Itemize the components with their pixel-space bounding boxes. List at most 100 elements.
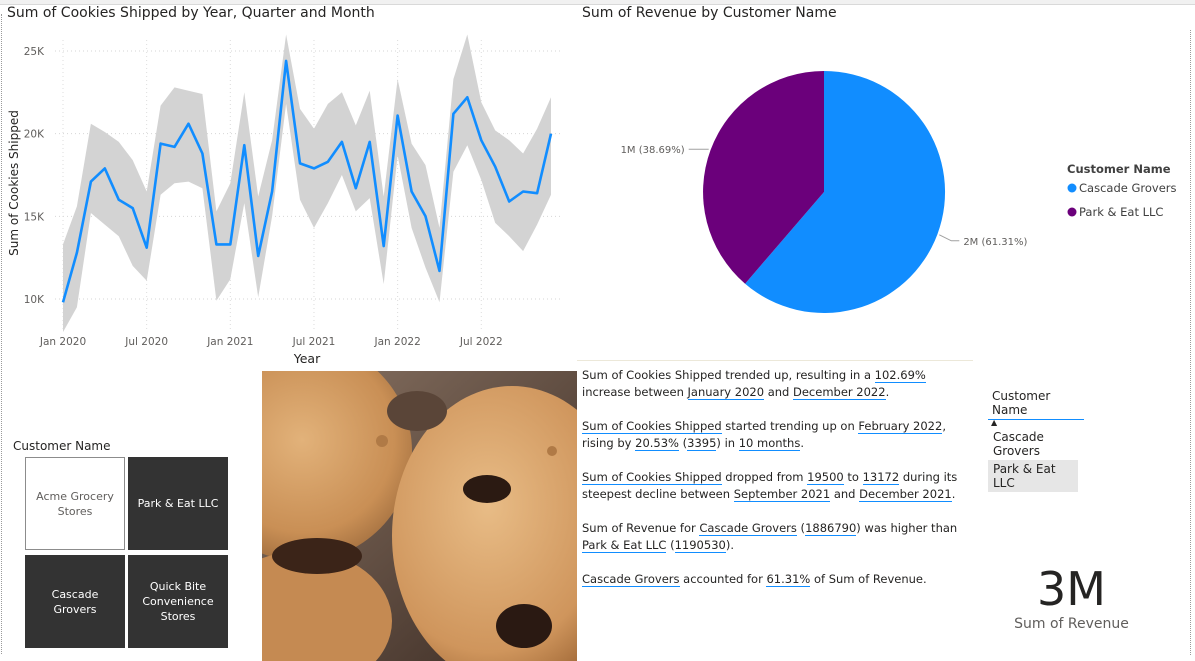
tile-acme-grocery-stores[interactable]: Acme Grocery Stores — [25, 457, 125, 550]
y-tick-label: 25K — [24, 46, 45, 58]
line-chart-svg: 25K 20K 15K 10K Jan 2020 Jul 2020 Jan 2021 Jul… — [7, 34, 560, 366]
tile-label: Quick Bite Convenience Stores — [142, 580, 214, 623]
text: ( — [666, 538, 675, 552]
value-duration: 10 months — [738, 436, 801, 451]
series-line-cookies-shipped — [61, 59, 553, 303]
tile-label: Cascade Grovers — [51, 587, 99, 616]
text: Sum of Revenue for — [582, 521, 700, 535]
pie-slice-park-eat-llc[interactable] — [703, 71, 824, 284]
legend-title: Customer Name — [1067, 162, 1171, 176]
text: started trending up on — [721, 419, 859, 433]
value-increase-percent: 102.69% — [874, 368, 926, 383]
narrative-paragraph-2: Sum of Cookies Shipped started trending … — [582, 418, 977, 452]
narrative-paragraph-1: Sum of Cookies Shipped trended up, resul… — [582, 367, 977, 401]
list-slicer-header[interactable]: Customer Name — [988, 389, 1084, 420]
top-divider — [0, 0, 1195, 5]
value-amount: 3395 — [687, 436, 717, 451]
line-chart-title: Sum of Cookies Shipped by Year, Quarter … — [7, 5, 375, 21]
text: and — [830, 487, 860, 501]
text: increase between — [582, 385, 688, 399]
list-slicer-header-label: Customer Name — [992, 389, 1051, 417]
y-tick-label: 10K — [24, 294, 45, 306]
value-end-date: December 2021 — [859, 487, 952, 502]
legend-marker — [1067, 183, 1077, 193]
list-item-park-and-eat[interactable]: Park & Eat LLC — [988, 460, 1078, 492]
narrative-divider — [577, 360, 973, 361]
list-item-cascade-grovers[interactable]: Cascade Grovers — [993, 430, 1044, 458]
text: accounted for — [679, 572, 767, 586]
text: during its steepest decline between — [582, 470, 958, 501]
tile-slicer-header: Customer Name — [13, 439, 111, 453]
value-date: February 2022 — [858, 419, 943, 434]
value-percent: 61.31% — [766, 572, 811, 587]
tile-label: Acme Grocery Stores — [36, 489, 114, 518]
smart-narrative: Sum of Cookies Shipped trended up, resul… — [582, 367, 977, 605]
tile-cascade-grovers[interactable]: Cascade Grovers — [25, 555, 125, 648]
text: . — [800, 436, 804, 450]
text: . — [885, 385, 890, 399]
tile-park-and-eat[interactable]: Park & Eat LLC — [128, 457, 228, 550]
text: ) in — [716, 436, 739, 450]
text: ( — [796, 521, 806, 535]
narrative-paragraph-3: Sum of Cookies Shipped dropped from 1950… — [582, 469, 977, 503]
x-tick-label: Jul 2021 — [292, 336, 336, 348]
pie-chart-svg: 2M (61.31%) 1M (38.69%) Customer Name Cas… — [621, 70, 1177, 313]
y-axis-label: Sum of Cookies Shipped — [7, 110, 21, 256]
text: and — [764, 385, 793, 399]
text: to — [843, 470, 863, 484]
tile-quick-bite[interactable]: Quick Bite Convenience Stores — [128, 555, 228, 648]
list-slicer: Customer Name ▲ Cascade Grovers Park & E… — [988, 389, 1088, 492]
value-revenue: 1886790 — [805, 521, 857, 536]
value-customer: Cascade Grovers — [699, 521, 797, 536]
text: dropped from — [721, 470, 808, 484]
value-measure: Sum of Cookies Shipped — [582, 419, 722, 434]
text: ( — [678, 436, 688, 450]
value-to: 13172 — [862, 470, 900, 485]
pie-chart-visual[interactable]: Sum of Revenue by Customer Name 2M (61.3… — [577, 0, 1192, 355]
value-start-date: January 2020 — [687, 385, 765, 400]
tile-slicer: Acme Grocery Stores Park & Eat LLC Casca… — [25, 457, 230, 653]
data-label: 1M (38.69%) — [621, 145, 685, 156]
cookie-image — [262, 371, 577, 661]
cookie-photo — [262, 371, 577, 661]
value-from: 19500 — [807, 470, 844, 485]
pie-slice-cascade-grovers[interactable] — [745, 70, 946, 313]
y-tick-label: 15K — [24, 211, 45, 223]
y-tick-label: 20K — [24, 129, 45, 141]
text: ). — [725, 538, 734, 552]
value-measure: Sum of Cookies Shipped — [582, 470, 722, 485]
value-revenue: 1190530 — [674, 538, 726, 553]
leader-line — [939, 234, 960, 242]
kpi-card: 3M Sum of Revenue — [1000, 562, 1143, 632]
data-label: 2M (61.31%) — [963, 237, 1027, 248]
value-customer: Park & Eat LLC — [582, 538, 667, 553]
narrative-paragraph-4: Sum of Revenue for Cascade Grovers (1886… — [582, 520, 977, 554]
text: ) was higher than — [856, 521, 958, 535]
canvas-border-left — [1, 14, 2, 654]
x-tick-label: Jul 2022 — [459, 336, 503, 348]
kpi-value: 3M — [1037, 562, 1106, 616]
text: . — [951, 487, 956, 501]
value-customer: Cascade Grovers — [582, 572, 680, 587]
canvas-border-right — [1190, 30, 1191, 655]
text: of Sum of Revenue. — [810, 572, 927, 586]
forecast-band — [63, 34, 551, 333]
narrative-paragraph-5: Cascade Grovers accounted for 61.31% of … — [582, 571, 977, 588]
pie-chart-title: Sum of Revenue by Customer Name — [582, 5, 837, 21]
text: Sum of Cookies Shipped trended up, resul… — [582, 368, 875, 382]
legend-item[interactable]: Cascade Grovers — [1079, 181, 1177, 195]
x-tick-label: Jan 2022 — [374, 336, 421, 348]
value-end-date: December 2022 — [793, 385, 886, 400]
text: , rising by — [582, 419, 946, 450]
kpi-label: Sum of Revenue — [1014, 616, 1129, 632]
sort-up-icon[interactable]: ▲ — [991, 418, 998, 427]
x-tick-label: Jan 2021 — [206, 336, 253, 348]
value-percent: 20.53% — [635, 436, 679, 451]
legend-marker — [1067, 207, 1077, 217]
x-tick-label: Jul 2020 — [124, 336, 168, 348]
x-axis-label: Year — [293, 351, 321, 366]
value-start-date: September 2021 — [733, 487, 831, 502]
x-tick-label: Jan 2020 — [39, 336, 86, 348]
line-chart-visual[interactable]: Sum of Cookies Shipped by Year, Quarter … — [0, 0, 575, 370]
legend-item[interactable]: Park & Eat LLC — [1079, 205, 1163, 219]
